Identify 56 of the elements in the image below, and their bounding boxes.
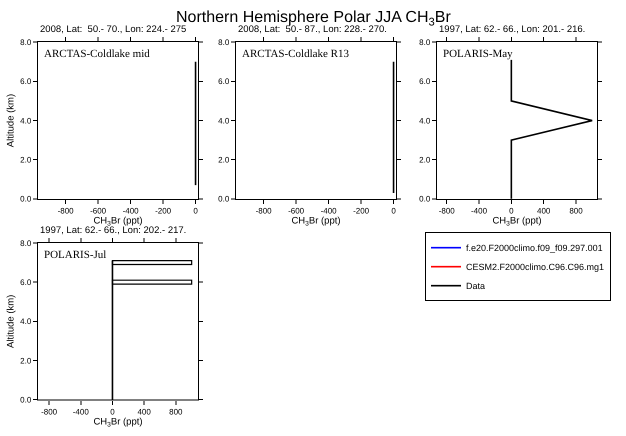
x-tick-label: 800 bbox=[169, 407, 184, 416]
x-tick-label: -800 bbox=[41, 407, 58, 416]
legend-label: Data bbox=[466, 281, 486, 292]
x-tick-label: 0 bbox=[193, 206, 198, 216]
x-tick-label: -400 bbox=[471, 206, 488, 216]
y-tick-label: 2.0 bbox=[419, 156, 431, 165]
x-tick-label: -400 bbox=[320, 206, 338, 216]
text: POLARIS-May bbox=[443, 48, 514, 60]
y-tick-label: 6.0 bbox=[20, 77, 32, 86]
x-tick-label: -200 bbox=[155, 206, 172, 216]
y-tick-label: 6.0 bbox=[20, 278, 32, 287]
text: ARCTAS-Coldlake R13 bbox=[242, 48, 350, 60]
text: POLARIS-Jul bbox=[44, 249, 106, 261]
x-tick-label: 0 bbox=[110, 407, 116, 416]
x-tick-label: 400 bbox=[536, 206, 551, 216]
y-tick-label: 6.0 bbox=[419, 77, 431, 86]
text: ARCTAS-Coldlake mid bbox=[44, 48, 150, 60]
y-tick-label: 0.0 bbox=[419, 194, 431, 204]
y-tick-label: 8.0 bbox=[419, 38, 431, 47]
x-tick-label: -400 bbox=[122, 206, 140, 216]
y-axis-title: Altitude (km) bbox=[5, 294, 16, 348]
x-tick-label: -600 bbox=[288, 206, 305, 216]
x-axis-title: CH$_{3}$Br (ppt) bbox=[291, 216, 341, 228]
x-tick-label: 0 bbox=[509, 206, 514, 216]
y-tick-label: 0.0 bbox=[218, 194, 230, 204]
chart-subtitle: 1997, Lat: 62.- 66., Lon: 202.- 217. bbox=[40, 225, 186, 236]
y-tick-label: 2.0 bbox=[20, 356, 32, 366]
legend-label: f.e20.F2000climo.f09_f09.297.001 bbox=[466, 243, 603, 254]
x-tick-label: 0 bbox=[391, 206, 396, 216]
x-tick-label: -400 bbox=[72, 407, 90, 416]
y-tick-label: 4.0 bbox=[419, 116, 431, 126]
x-tick-label: -800 bbox=[256, 206, 272, 216]
y-tick-label: 2.0 bbox=[218, 156, 230, 165]
x-axis-title: CH$_{3}$Br (ppt) bbox=[93, 216, 143, 228]
x-tick-label: -800 bbox=[438, 206, 456, 216]
y-tick-label: 0.0 bbox=[20, 395, 32, 404]
y-axis-title: Altitude (km) bbox=[5, 94, 16, 148]
y-tick-label: 8.0 bbox=[218, 38, 230, 47]
y-tick-label: 6.0 bbox=[218, 77, 230, 86]
y-tick-label: 2.0 bbox=[20, 156, 32, 165]
y-tick-label: 4.0 bbox=[20, 317, 32, 326]
x-tick-label: 400 bbox=[137, 407, 152, 416]
x-axis-title: CH$_{3}$Br (ppt) bbox=[492, 216, 542, 228]
x-tick-label: -800 bbox=[58, 206, 74, 216]
chart-subtitle: 2008, Lat: 50.- 87., Lon: 228.- 270. bbox=[238, 24, 387, 35]
x-axis-title: CH$_{3}$Br (ppt) bbox=[93, 416, 143, 429]
chart-subtitle: 1997, Lat: 62.- 66., Lon: 201.- 216. bbox=[439, 24, 586, 35]
y-tick-label: 0.0 bbox=[20, 194, 32, 204]
x-tick-label: 800 bbox=[569, 206, 584, 216]
x-tick-label: -200 bbox=[353, 206, 370, 216]
y-tick-label: 4.0 bbox=[20, 116, 32, 126]
y-tick-label: 8.0 bbox=[20, 238, 32, 248]
y-tick-label: 8.0 bbox=[20, 38, 32, 47]
legend-label: CESM2.F2000climo.C96.C96.mg1 bbox=[466, 262, 604, 272]
y-tick-label: 4.0 bbox=[218, 116, 230, 126]
x-tick-label: -600 bbox=[90, 206, 107, 216]
